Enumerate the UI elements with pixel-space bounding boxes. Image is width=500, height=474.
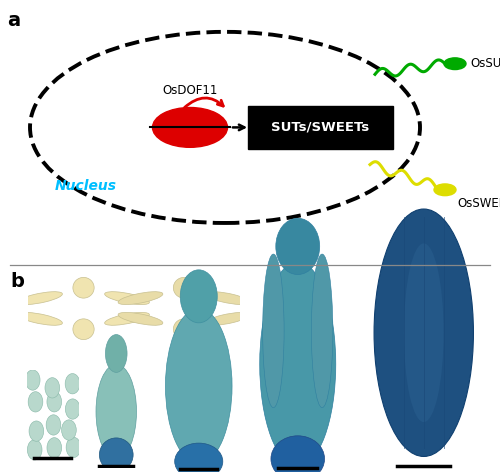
Ellipse shape [374,209,474,456]
Ellipse shape [118,292,163,305]
Circle shape [152,108,228,147]
Ellipse shape [26,414,42,435]
Ellipse shape [404,244,444,422]
Text: OsSWEETs: OsSWEETs [458,197,500,210]
Ellipse shape [26,399,41,419]
Ellipse shape [262,254,284,408]
Ellipse shape [62,398,76,418]
Ellipse shape [260,262,336,466]
Ellipse shape [180,270,217,323]
Text: b: b [10,272,24,291]
Ellipse shape [73,319,94,339]
Ellipse shape [104,312,150,325]
Circle shape [434,184,456,196]
Ellipse shape [174,443,223,474]
Ellipse shape [18,312,62,325]
Ellipse shape [276,218,320,274]
Text: OsDOF11: OsDOF11 [162,84,218,97]
Ellipse shape [46,395,61,415]
Ellipse shape [46,372,62,392]
Ellipse shape [25,439,40,460]
Ellipse shape [118,312,163,325]
Ellipse shape [63,414,78,434]
Ellipse shape [65,373,80,393]
Ellipse shape [104,292,150,305]
FancyBboxPatch shape [248,106,392,149]
Text: SUTs/SWEETs: SUTs/SWEETs [271,121,369,134]
Ellipse shape [174,277,195,298]
Ellipse shape [271,436,324,474]
Ellipse shape [166,309,232,464]
Ellipse shape [18,292,62,305]
Ellipse shape [205,292,250,305]
Ellipse shape [73,277,94,298]
Ellipse shape [106,335,127,373]
Ellipse shape [62,440,76,460]
Text: Nucleus: Nucleus [55,179,117,193]
Ellipse shape [174,319,195,339]
Text: a: a [8,10,20,29]
Circle shape [444,58,466,70]
Ellipse shape [100,438,133,472]
Text: OsSUTs: OsSUTs [470,57,500,70]
Ellipse shape [28,369,44,390]
Ellipse shape [312,254,333,408]
Ellipse shape [48,441,62,461]
Ellipse shape [205,312,250,325]
Ellipse shape [96,365,136,459]
Ellipse shape [44,413,59,433]
